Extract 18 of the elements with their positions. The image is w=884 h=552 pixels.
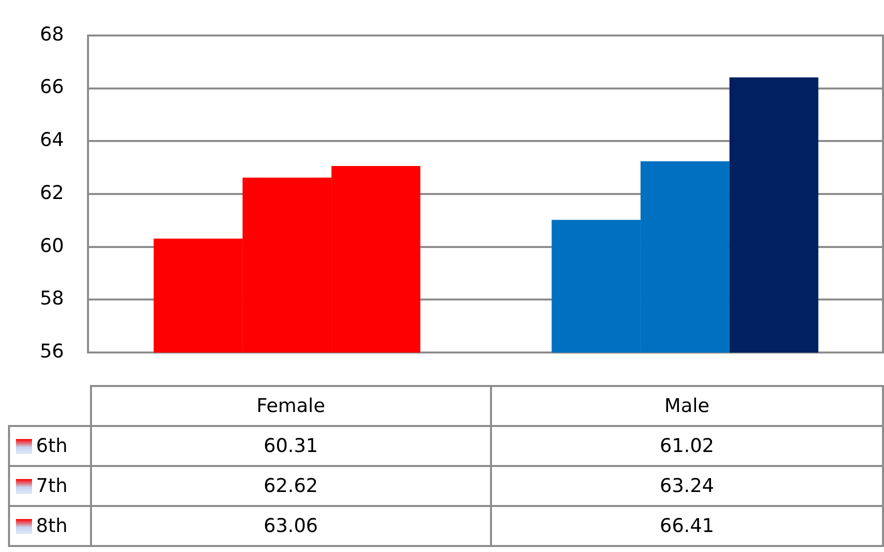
data-label: 60.31 <box>90 426 491 466</box>
data-label: 63.24 <box>490 466 883 506</box>
legend-label: 8th <box>9 506 91 546</box>
legend-label: 6th <box>9 426 91 466</box>
y-tick-label: 60 <box>40 234 64 257</box>
data-label: 63.06 <box>90 506 491 546</box>
x-tick-label: Male <box>490 386 883 426</box>
legend-label: 7th <box>9 466 91 506</box>
y-tick-label: 64 <box>40 129 64 152</box>
y-tick-label: 58 <box>40 288 64 310</box>
data-label: 61.02 <box>490 426 883 466</box>
y-tick-label: 68 <box>40 23 64 46</box>
y-tick-label: 66 <box>40 76 64 98</box>
data-label: 62.62 <box>90 466 491 506</box>
data-label: 66.41 <box>490 506 883 546</box>
y-tick-label: 56 <box>40 340 64 363</box>
y-tick-label: 62 <box>40 182 64 204</box>
x-tick-label: Female <box>90 386 491 426</box>
